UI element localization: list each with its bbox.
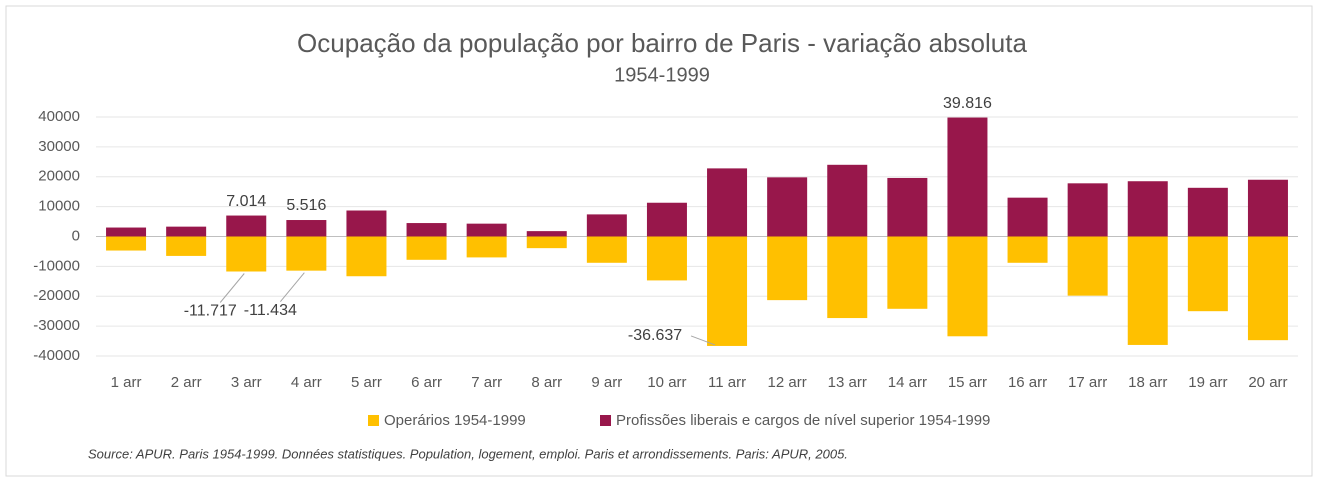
bar (767, 236, 808, 301)
bar (1247, 179, 1288, 237)
bar (586, 236, 627, 263)
x-tick-label: 10 arr (647, 374, 686, 391)
bar (586, 214, 627, 237)
y-tick-label: -30000 (33, 317, 80, 334)
bar (346, 236, 387, 277)
bar (406, 223, 447, 237)
data-label: 5.516 (286, 197, 326, 214)
bar (1187, 236, 1228, 312)
y-tick-label: 30000 (38, 138, 80, 155)
bar (707, 236, 748, 346)
x-tick-label: 2 arr (171, 374, 202, 391)
y-tick-label: 20000 (38, 168, 80, 185)
bar (526, 231, 567, 237)
bar (286, 220, 327, 237)
data-label: 39.816 (943, 95, 992, 112)
bar (226, 215, 267, 237)
bar (166, 236, 207, 256)
bar (1127, 236, 1168, 345)
x-tick-label: 7 arr (471, 374, 502, 391)
bar (827, 236, 868, 319)
bar (106, 236, 147, 251)
x-tick-label: 6 arr (411, 374, 442, 391)
bar (1007, 236, 1048, 263)
x-tick-label: 3 arr (231, 374, 262, 391)
x-tick-label: 17 arr (1068, 374, 1107, 391)
x-tick-label: 15 arr (948, 374, 987, 391)
bar (466, 223, 507, 237)
chart-border (5, 5, 1313, 477)
data-label: 7.014 (226, 193, 266, 210)
x-tick-label: 20 arr (1248, 374, 1287, 391)
leader-line (219, 273, 245, 303)
y-tick-label: -20000 (33, 287, 80, 304)
bar (1067, 236, 1108, 296)
bar (1187, 187, 1228, 237)
bar (106, 227, 147, 237)
chart-subtitle: 1954-1999 (614, 64, 710, 86)
bar (1067, 183, 1108, 237)
bar (887, 177, 928, 237)
source: Source: APUR. Paris 1954-1999. Données s… (88, 446, 848, 461)
bar (526, 236, 567, 249)
x-tick-label: 11 arr (708, 374, 746, 391)
bar (286, 236, 327, 271)
x-tick-label: 5 arr (351, 374, 382, 391)
bar (466, 236, 507, 258)
bar (707, 168, 748, 237)
x-tick-label: 1 arr (111, 374, 142, 391)
data-label: -36.637 (628, 327, 682, 344)
x-tick-label: 9 arr (591, 374, 622, 391)
x-tick-label: 8 arr (531, 374, 562, 391)
bar (346, 210, 387, 237)
y-tick-label: 0 (72, 227, 80, 244)
x-tick-label: 18 arr (1128, 374, 1167, 391)
x-tick-label: 4 arr (291, 374, 322, 391)
bar (1007, 197, 1048, 237)
bar (887, 236, 928, 309)
legend-swatch (368, 415, 379, 426)
bar (166, 226, 207, 237)
x-tick-label: 12 arr (768, 374, 807, 391)
bar (646, 236, 687, 281)
x-tick-label: 14 arr (888, 374, 927, 391)
x-tick-label: 19 arr (1188, 374, 1227, 391)
y-tick-label: 10000 (38, 198, 80, 215)
y-tick-label: -40000 (33, 347, 80, 364)
bar (226, 236, 267, 272)
bar (406, 236, 447, 260)
bar (1127, 181, 1168, 237)
legend-label: Profissões liberais e cargos de nível su… (616, 412, 990, 429)
legend-label: Operários 1954-1999 (384, 412, 526, 429)
leader-line (279, 272, 305, 302)
x-tick-label: 16 arr (1008, 374, 1047, 391)
data-label: -11.434 (244, 302, 297, 319)
y-tick-label: 40000 (38, 108, 80, 125)
data-label: -11.717 (184, 303, 237, 320)
legend-swatch (600, 415, 611, 426)
bar (1247, 236, 1288, 341)
bar (767, 177, 808, 237)
bar (947, 117, 988, 237)
bar (646, 202, 687, 237)
y-tick-label: -10000 (33, 257, 80, 274)
chart-title: Ocupação da população por bairro de Pari… (297, 28, 1027, 58)
bar (947, 236, 988, 337)
bar (827, 164, 868, 237)
x-tick-label: 13 arr (828, 374, 867, 391)
leader-line (690, 335, 716, 346)
